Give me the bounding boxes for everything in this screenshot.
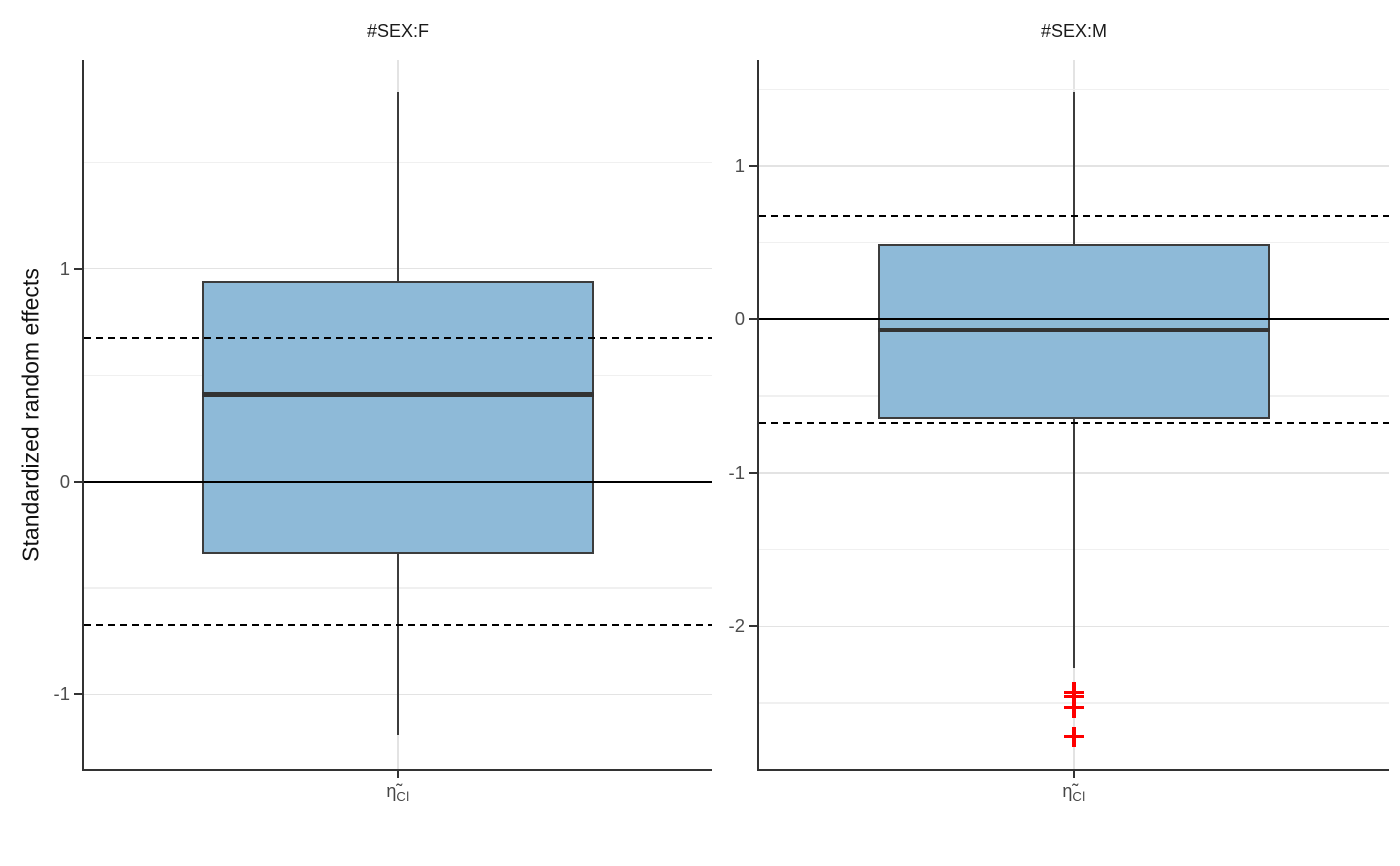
dashed-reference-line: [759, 421, 1389, 424]
eta-symbol: η̃: [386, 781, 397, 801]
x-tick-label-eta-cl: η̃Cl: [1029, 778, 1119, 804]
dashed-reference-line: [84, 336, 712, 339]
y-tick-mark: [749, 164, 757, 167]
dashed-reference-line: [84, 624, 712, 627]
zero-reference-line: [759, 318, 1389, 321]
median-line: [202, 391, 594, 397]
y-tick-label: 1: [734, 154, 745, 176]
box-iqr: [202, 281, 594, 554]
outlier-plus-marker: [1064, 686, 1084, 707]
y-tick-mark: [74, 267, 82, 270]
y-tick-mark: [749, 471, 757, 474]
median-line: [878, 327, 1270, 333]
facet-panel-sex-m: [759, 60, 1389, 769]
outlier-plus-marker: [1064, 697, 1084, 718]
y-axis-line: [82, 60, 84, 771]
facet-title-sex-m: #SEX:M: [1040, 21, 1108, 41]
y-axis-line: [757, 60, 759, 771]
x-axis-line: [82, 769, 712, 771]
x-tick-mark: [397, 770, 399, 778]
eta-subscript-cl: Cl: [1072, 789, 1086, 804]
x-tick-mark: [1073, 770, 1075, 778]
y-tick-label: 0: [734, 308, 745, 330]
outlier-plus-vbar: [1072, 686, 1076, 707]
y-tick-label: -1: [728, 461, 745, 483]
facet-title-sex-f: #SEX:F: [366, 21, 430, 41]
y-tick-label: -2: [728, 615, 745, 637]
zero-reference-line: [84, 480, 712, 483]
y-axis-title: Standardized random effects: [17, 268, 44, 562]
y-tick-label: -1: [53, 683, 70, 705]
y-tick-mark: [74, 480, 82, 483]
x-axis-line: [757, 769, 1389, 771]
eta-symbol: η̃: [1062, 781, 1073, 801]
y-tick-mark: [749, 318, 757, 321]
outlier-plus-vbar: [1072, 697, 1076, 718]
y-tick-mark: [74, 693, 82, 696]
facet-panel-sex-f: [84, 60, 712, 769]
y-tick-mark: [749, 625, 757, 628]
eta-subscript-cl: Cl: [396, 789, 410, 804]
y-minor-gridline: [759, 88, 1389, 90]
y-tick-label: 0: [59, 470, 70, 492]
outlier-plus-marker: [1064, 726, 1084, 747]
outlier-plus-vbar: [1072, 726, 1076, 747]
dashed-reference-line: [759, 214, 1389, 217]
y-tick-label: 1: [59, 257, 70, 279]
x-tick-label-eta-cl: η̃Cl: [353, 778, 443, 804]
